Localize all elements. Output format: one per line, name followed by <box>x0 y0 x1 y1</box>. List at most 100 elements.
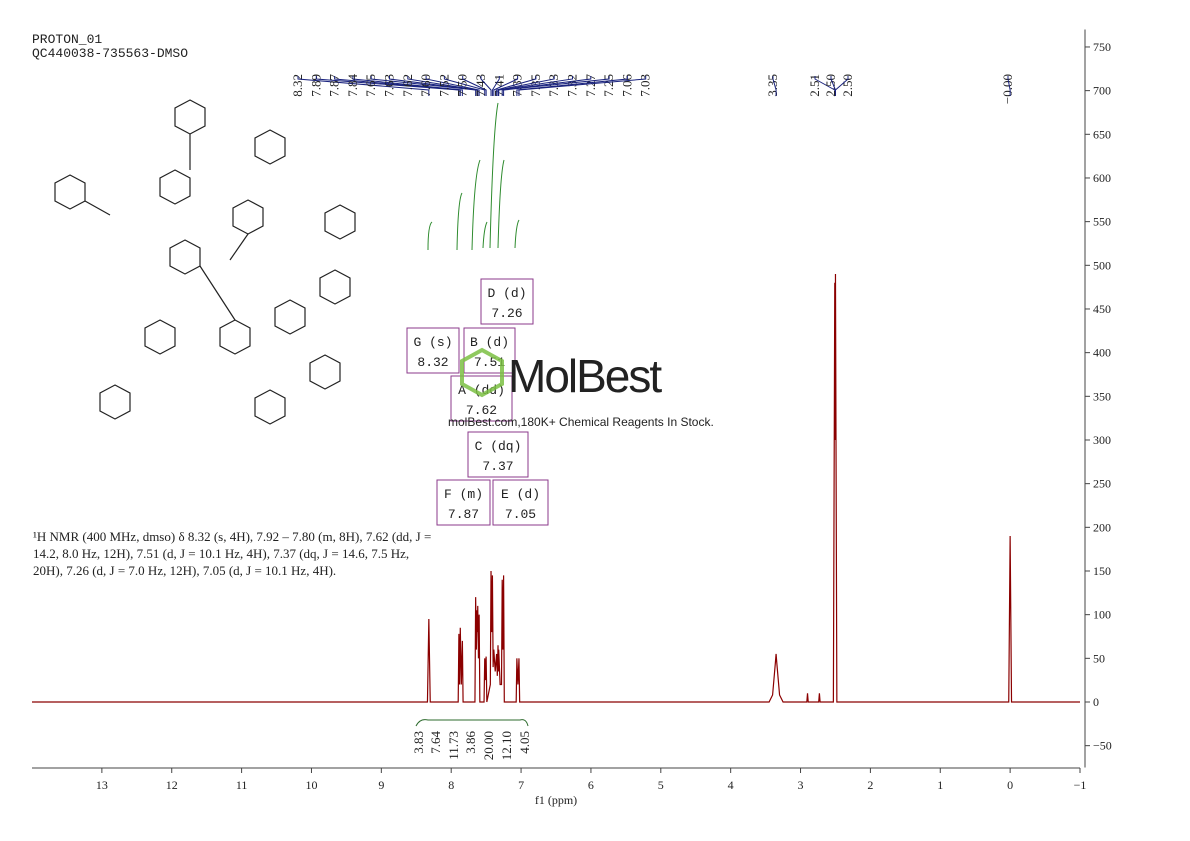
multiplet-box <box>492 479 549 526</box>
y-tick-label: 550 <box>1093 215 1111 229</box>
peak-connector <box>493 76 519 96</box>
peak-label: 2.50 <box>823 74 838 97</box>
description-line: 20H), 7.26 (d, J = 7.0 Hz, 12H), 7.05 (d… <box>33 563 336 578</box>
x-tick-label: 8 <box>448 778 454 792</box>
x-tick-label: 7 <box>518 778 524 792</box>
peak-connector <box>462 76 487 96</box>
multiplet-shift: 7.26 <box>491 306 522 321</box>
y-tick-label: −50 <box>1093 739 1112 753</box>
multiplet-shift: 7.37 <box>482 459 513 474</box>
peak-connector <box>503 76 610 96</box>
y-tick-label: 700 <box>1093 84 1111 98</box>
integral-label: 20.00 <box>481 731 496 760</box>
peak-label: 2.50 <box>840 74 855 97</box>
peak-connector <box>516 76 628 96</box>
multiplet-label: E (d) <box>501 487 540 502</box>
x-tick-label: 13 <box>96 778 108 792</box>
peak-connector <box>443 76 486 96</box>
peak-label: 7.43 <box>473 74 488 97</box>
peak-connector <box>315 76 460 96</box>
y-tick-label: 450 <box>1093 302 1111 316</box>
multiplet-box <box>480 278 534 325</box>
peak-connector <box>772 76 777 96</box>
logo-text: MolBest <box>508 350 662 402</box>
integral-label: 3.83 <box>411 731 426 754</box>
x-tick-label: 0 <box>1007 778 1013 792</box>
multiplet-shift: 7.62 <box>466 403 497 418</box>
peak-connector <box>352 76 463 96</box>
y-tick-label: 200 <box>1093 520 1111 534</box>
peak-connector <box>480 76 492 96</box>
x-tick-label: 2 <box>867 778 873 792</box>
peak-connector <box>496 76 537 96</box>
watermark-tagline: molBest.com,180K+ Chemical Reagents In S… <box>448 415 714 429</box>
peak-connector <box>297 76 430 96</box>
x-tick-label: 11 <box>236 778 248 792</box>
peak-label: 7.39 <box>510 74 525 97</box>
peak-connector <box>497 76 555 96</box>
peak-connector <box>1007 76 1011 96</box>
x-tick-label: 4 <box>728 778 734 792</box>
multiplet-box <box>467 431 529 478</box>
y-tick-label: 400 <box>1093 346 1111 360</box>
y-tick-label: 0 <box>1093 695 1099 709</box>
y-tick-label: 150 <box>1093 564 1111 578</box>
peak-connector <box>501 76 592 96</box>
y-tick-label: 350 <box>1093 389 1111 403</box>
peak-connector <box>389 76 478 96</box>
multiplet-box <box>406 327 460 374</box>
y-tick-label: 750 <box>1093 40 1111 54</box>
peak-connector <box>425 76 480 96</box>
logo-mark <box>460 347 504 398</box>
y-tick-label: 600 <box>1093 171 1111 185</box>
peak-label: 2.51 <box>807 74 822 97</box>
multiplet-shift: 8.32 <box>417 355 448 370</box>
x-tick-label: 6 <box>588 778 594 792</box>
x-tick-label: 9 <box>378 778 384 792</box>
multiplet-label: G (s) <box>413 335 452 350</box>
peak-label: 7.50 <box>455 74 470 97</box>
integral-label: 12.10 <box>499 731 514 760</box>
multiplet-box <box>450 375 513 422</box>
integral-label: 11.73 <box>446 731 461 760</box>
x-tick-label: 10 <box>305 778 317 792</box>
multiplet-label: D (d) <box>487 286 526 301</box>
peak-connector <box>370 76 477 96</box>
integral-bracket <box>415 719 529 727</box>
multiplet-label: B (d) <box>470 335 509 350</box>
x-tick-label: 3 <box>798 778 804 792</box>
peak-label: −0.00 <box>1000 74 1015 104</box>
y-tick-label: 50 <box>1093 651 1105 665</box>
header-line: PROTON_01 <box>32 32 102 47</box>
peak-connector <box>518 76 647 96</box>
peak-connector <box>834 76 849 96</box>
y-tick-label: 250 <box>1093 477 1111 491</box>
molecule <box>54 99 356 425</box>
multiplet-shift: 7.87 <box>448 507 479 522</box>
peak-connector <box>491 76 500 96</box>
y-tick-label: 300 <box>1093 433 1111 447</box>
peak-connector <box>334 76 461 96</box>
peak-connector <box>814 76 836 96</box>
x-tick-label: 5 <box>658 778 664 792</box>
x-axis-label: f1 (ppm) <box>535 793 577 807</box>
integral-curves <box>427 102 520 251</box>
multiplet-shift: 7.05 <box>505 507 536 522</box>
peak-connector <box>407 76 479 96</box>
y-tick-label: 100 <box>1093 608 1111 622</box>
integral-label: 7.64 <box>428 731 443 754</box>
multiplet-label: F (m) <box>444 487 483 502</box>
multiplet-label: C (dq) <box>475 439 522 454</box>
peak-connector <box>498 76 573 96</box>
spectrum <box>32 274 1080 703</box>
x-tick-label: −1 <box>1074 778 1087 792</box>
description-line: 14.2, 8.0 Hz, 12H), 7.51 (d, J = 10.1 Hz… <box>33 546 409 561</box>
multiplet-box <box>436 479 491 526</box>
description-line: ¹H NMR (400 MHz, dmso) δ 8.32 (s, 4H), 7… <box>33 529 431 544</box>
multiplet-box <box>463 327 516 374</box>
x-tick-label: 1 <box>937 778 943 792</box>
integral-label: 3.86 <box>463 731 478 754</box>
x-tick-label: 12 <box>166 778 178 792</box>
